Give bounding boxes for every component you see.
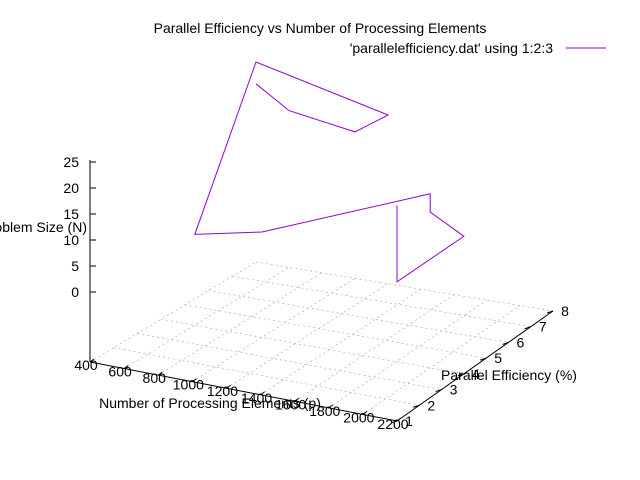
y-tick-mark <box>435 389 442 393</box>
x-tick-label: 1000 <box>173 377 204 393</box>
x-tick-mark <box>192 378 197 383</box>
y-tick-mark <box>546 310 554 314</box>
z-tick-label: 20 <box>63 180 79 196</box>
grid-line-x <box>362 305 521 415</box>
y-tick-label: 5 <box>494 350 502 366</box>
x-tick-label: 600 <box>108 364 132 380</box>
y-tick-mark <box>502 341 509 345</box>
x-tick-label: 400 <box>74 357 98 373</box>
x-tick-label: 1600 <box>275 396 306 412</box>
series-layer <box>194 61 465 283</box>
y-tick-mark <box>457 373 465 377</box>
x-tick-label: 2200 <box>377 416 408 432</box>
base-border <box>89 310 554 422</box>
x-tick-label: 1400 <box>241 390 272 406</box>
y-tick-label: 8 <box>561 303 569 319</box>
grid-line-x <box>192 278 356 382</box>
grid-line-y <box>232 275 531 328</box>
y-tick-mark <box>390 420 398 424</box>
x-tick-mark <box>396 417 402 422</box>
series-line <box>194 61 465 283</box>
grid-line-x <box>123 267 290 369</box>
z-axis-label: Problem Size (N) <box>0 219 87 235</box>
x-tick-label: 800 <box>143 370 167 386</box>
y-tick-label: 2 <box>427 397 435 413</box>
grid-line-x <box>89 261 257 363</box>
grid-line-x <box>158 272 323 376</box>
legend-label: 'parallelefficiency.dat' using 1:2:3 <box>350 40 554 56</box>
grid-line-x <box>328 299 488 409</box>
y-tick-mark <box>524 326 531 330</box>
y-tick-label: 3 <box>450 382 458 398</box>
grid-line-y <box>137 333 442 390</box>
base-grid <box>89 261 554 422</box>
z-tick-label: 5 <box>71 258 79 274</box>
grid-line-x <box>226 283 389 389</box>
x-axis-line <box>89 361 398 422</box>
x-tick-labels: 400 600 800 1000 1200 1400 1600 1800 2000 2200 <box>74 357 408 432</box>
x-tick-mark <box>123 365 129 369</box>
x-tick-mark <box>362 411 368 415</box>
z-tick-label: 0 <box>71 284 79 300</box>
grid-line-y <box>161 318 464 375</box>
y-tick-mark <box>413 404 420 408</box>
z-tick-label: 25 <box>63 154 79 170</box>
x-tick-label: 1800 <box>309 403 340 419</box>
x-tick-mark <box>89 358 95 363</box>
x-tick-mark <box>294 397 299 402</box>
z-tick-label: 15 <box>63 206 79 222</box>
x-tick-mark <box>260 391 265 396</box>
y-tick-label: 6 <box>517 334 525 350</box>
z-tick-labels: 0 5 10 15 20 25 <box>63 154 96 300</box>
x-tick-mark <box>157 371 163 376</box>
y-tick-label: 1 <box>405 413 413 429</box>
grid-line-y <box>184 304 487 359</box>
y-tick-mark <box>479 357 487 361</box>
y-axis-line <box>396 310 554 422</box>
y-tick-label: 7 <box>539 319 547 335</box>
x-tick-mark <box>226 384 231 389</box>
grid-line-y <box>208 290 509 343</box>
grid-line-x <box>294 294 455 402</box>
y-axis-label: Parallel Efficiency (%) <box>441 367 577 383</box>
grid-line-x <box>260 288 422 396</box>
x-tick-mark <box>328 404 334 409</box>
x-tick-label: 1200 <box>207 383 238 399</box>
x-tick-label: 2000 <box>343 409 374 425</box>
y-tick-label: 4 <box>472 366 480 382</box>
x-axis-label: Number of Processing Elements (p) <box>99 395 321 411</box>
grid-line-y <box>255 261 554 312</box>
grid-line-y <box>113 347 420 406</box>
z-tick-label: 10 <box>63 232 79 248</box>
chart-title: Parallel Efficiency vs Number of Process… <box>154 20 487 36</box>
